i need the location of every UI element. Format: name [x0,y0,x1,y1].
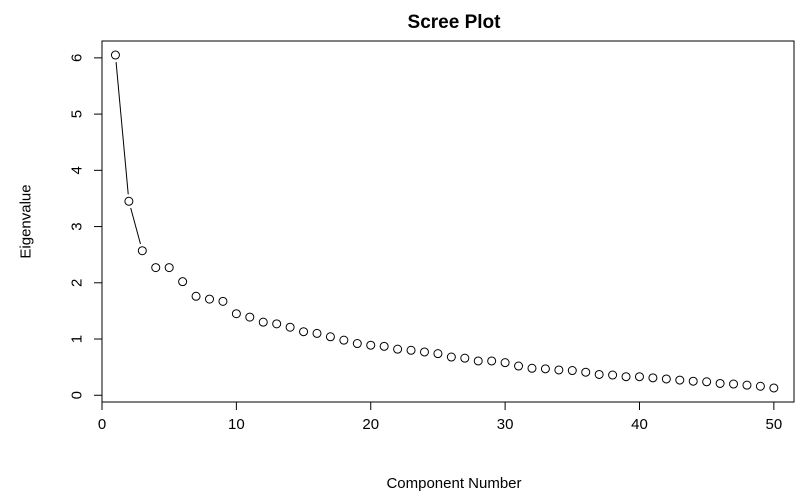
x-tick-label: 20 [362,416,379,433]
data-point [661,374,671,384]
data-point [742,380,752,390]
data-point [460,353,470,363]
y-tick-label: 3 [69,222,86,230]
data-point [608,370,618,380]
y-tick-label: 1 [69,335,86,343]
data-point [164,263,174,273]
data-point [567,366,577,376]
data-point [433,349,443,359]
data-points [110,50,779,393]
data-point [419,347,429,357]
data-point [729,379,739,389]
data-point [366,340,376,350]
data-point [554,365,564,375]
data-point [769,383,779,393]
data-point [702,377,712,387]
x-tick-label: 10 [228,416,245,433]
x-axis: 0 10 20 30 40 50 [98,402,782,433]
y-tick-label: 6 [69,54,86,62]
data-point [446,352,456,362]
data-point [634,372,644,382]
data-point [540,364,550,374]
data-point [755,381,765,391]
data-point [124,196,134,206]
data-point [393,344,403,354]
data-point [178,277,188,287]
x-axis-label: Component Number [386,475,521,492]
y-tick-label: 2 [69,279,86,287]
data-point [245,312,255,322]
chart-title: Scree Plot [408,12,502,33]
x-tick-label: 40 [631,416,648,433]
data-point [527,363,537,373]
data-point [191,291,201,301]
data-point [648,373,658,383]
data-point [218,296,228,306]
data-point [500,358,510,368]
data-point [285,322,295,332]
data-point [339,335,349,345]
data-point [204,294,214,304]
data-point [258,317,268,327]
plot-area-frame [101,40,795,403]
data-point [621,372,631,382]
data-point [299,327,309,337]
x-tick-label: 50 [766,416,783,433]
y-tick-label: 0 [69,391,86,399]
y-axis-label: Eigenvalue [18,184,35,258]
data-point [312,328,322,338]
data-point [406,345,416,355]
y-tick-label: 4 [69,166,86,174]
data-point [272,319,282,329]
data-point [514,361,524,371]
y-axis: 0 1 2 3 4 5 6 [69,54,102,399]
y-tick-label: 5 [69,110,86,118]
x-tick-label: 0 [98,416,106,433]
data-point [110,50,120,60]
data-point [231,309,241,319]
data-point [352,339,362,349]
data-point [675,375,685,385]
data-point [688,376,698,386]
data-point [325,332,335,342]
data-point [473,356,483,366]
data-point [379,341,389,351]
data-point [487,356,497,366]
x-tick-label: 30 [497,416,514,433]
data-point [581,367,591,377]
data-point [151,263,161,273]
series-line [115,61,141,245]
data-point [137,246,147,256]
data-point [594,369,604,379]
series-line-segment [130,207,141,245]
series-line-segment [115,61,129,195]
data-point [715,378,725,388]
